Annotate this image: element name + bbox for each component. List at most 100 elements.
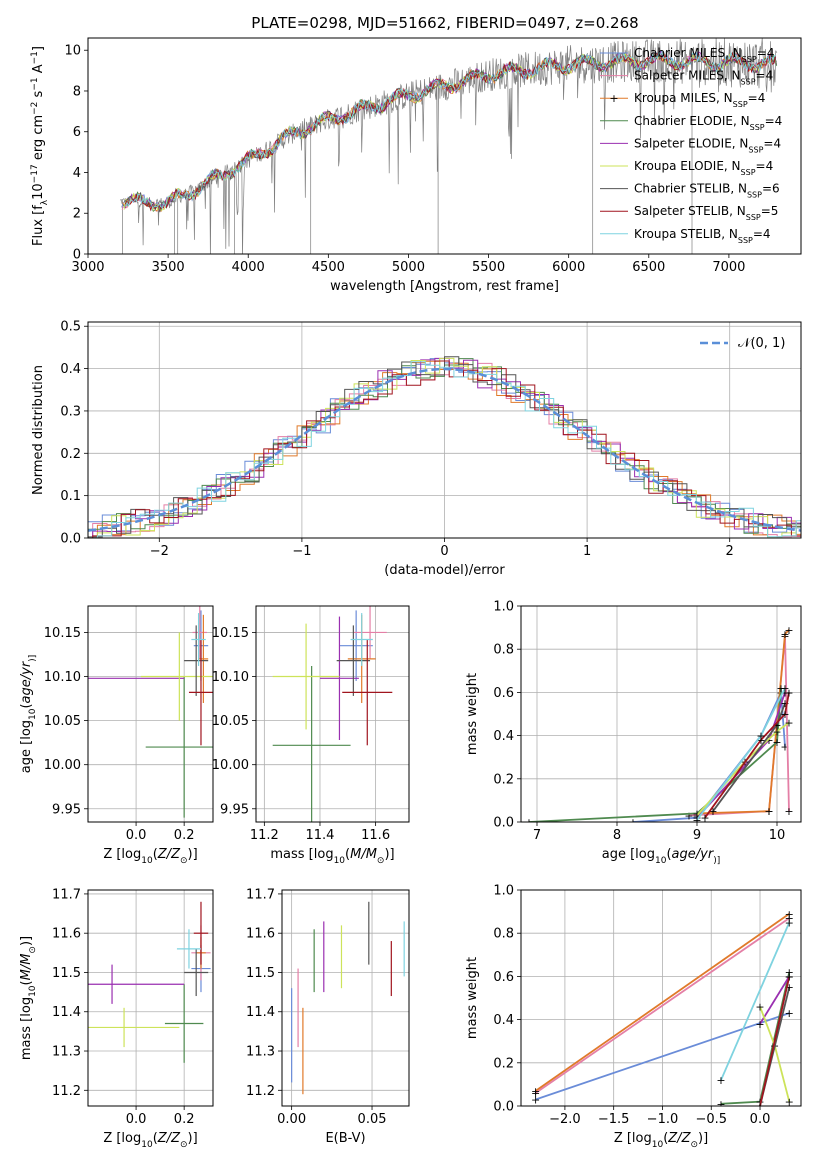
y-axis-label-part: ( (19, 703, 34, 708)
x-tick-label: 5500 (472, 260, 505, 275)
y-tick-label: 10.00 (212, 758, 249, 773)
y-axis-label-part: A (31, 64, 46, 77)
x-tick-label: 11.2 (250, 828, 279, 843)
x-axis-label: Z [log10(Z/Z⊙)] (614, 1131, 708, 1150)
mass-weight-marker-5: + (785, 1096, 794, 1109)
plot-area (119, 38, 778, 254)
legend-label-text: Kroupa ELODIE, N (634, 159, 741, 173)
mass-weight-marker-7: + (784, 686, 793, 699)
x-axis-label-part: Z/Z (667, 1131, 691, 1146)
x-tick-label: −2.0 (549, 1112, 581, 1127)
y-tick-label: 10.15 (212, 626, 249, 641)
mass-weight-marker-6: + (785, 981, 794, 994)
legend-label: Chabrier ELODIE, NSSP=4 (634, 114, 782, 132)
y-axis-label-part: age [log (19, 720, 34, 773)
legend-label: Kroupa MILES, NSSP=4 (634, 91, 765, 109)
y-axis-label: mass weight (465, 957, 480, 1039)
x-axis-label-part: )] (698, 1131, 708, 1146)
y-axis-label: Flux [fλ10−17 erg cm−2 s−1 A−1] (30, 46, 50, 246)
y-tick-label: 4 (73, 166, 81, 181)
x-axis-label-part: ( (666, 847, 671, 862)
x-tick-label: 6500 (632, 260, 665, 275)
y-axis-label-part: ⊙ (28, 946, 38, 954)
x-tick-label: 0.05 (358, 1112, 387, 1127)
x-axis-label-part: Z/Z (157, 1131, 181, 1146)
plots-layer: 3000 3500 4000 4500 5000 5500 6000 6500 7000 0 2 4 6… (19, 37, 802, 1150)
y-tick-label: 0.8 (493, 643, 514, 658)
histogram-step-1 (92, 362, 801, 538)
y-axis-label-part: −1 (30, 77, 40, 90)
chart-residual-histogram: −2 −1 0 1 2 0.0 0.1 0.2 0.3 0.4 0.5 (data-model)/er… (31, 320, 802, 578)
mass-weight-marker-0: + (780, 740, 789, 753)
legend-label: Salpeter ELODIE, NSSP=4 (634, 136, 781, 154)
plot-area (272, 606, 393, 822)
mass-weight-marker-4: + (780, 686, 789, 699)
y-tick-label: 11.5 (52, 966, 81, 981)
x-tick-label: −2 (150, 544, 169, 559)
y-axis-label-part: )] (28, 655, 38, 662)
legend-label-tail: =4 (757, 46, 775, 60)
mass-weight-marker-5: + (692, 810, 701, 823)
mass-weight-line-1 (535, 917, 790, 1094)
y-tick-label: 0.6 (493, 686, 514, 701)
y-tick-label: 1.0 (493, 600, 514, 615)
y-tick-label: 0.2 (493, 1056, 514, 1071)
x-tick-label: −1.0 (647, 1112, 679, 1127)
mass-weight-marker-4: + (755, 1018, 764, 1031)
mass-weight-marker-6: + (780, 697, 789, 710)
y-axis-label-part: 10 (31, 183, 46, 200)
x-axis-label-part: 10 (655, 856, 667, 866)
gaussian-curve (88, 367, 801, 532)
y-tick-label: 11.6 (52, 927, 81, 942)
x-axis-label-part: Z/Z (157, 847, 181, 862)
mass-weight-marker-3: + (692, 807, 701, 820)
y-tick-label: 9.95 (52, 802, 81, 817)
mass-weight-marker-7: + (700, 812, 709, 825)
mass-weight-marker-5: + (772, 725, 781, 738)
histogram-step-7 (92, 360, 801, 538)
mass-weight-marker-8: + (756, 730, 765, 743)
y-tick-label: 0.6 (493, 970, 514, 985)
x-axis-label-part: M/M (350, 847, 377, 862)
y-tick-label: 11.5 (246, 966, 275, 981)
mass-weight-line-7 (704, 692, 790, 819)
mass-weight-marker-8: + (785, 916, 794, 929)
y-tick-label: 0.2 (493, 772, 514, 787)
mass-weight-line-4 (759, 975, 791, 1025)
mass-weight-marker-7: + (756, 734, 765, 747)
y-tick-label: 10 (64, 44, 81, 59)
legend-label-tail: =6 (762, 182, 780, 196)
x-tick-label: 0.0 (750, 1112, 771, 1127)
mass-weight-marker-0: + (531, 1094, 540, 1107)
mass-weight-marker-8: + (780, 682, 789, 695)
x-tick-label: −1.5 (598, 1112, 630, 1127)
y-tick-label: 11.6 (246, 927, 275, 942)
x-axis-label-part: ⊙ (690, 1140, 698, 1150)
x-tick-label: 0 (440, 544, 448, 559)
legend-label: Salpeter MILES, NSSP=4 (634, 69, 773, 87)
x-tick-label: 8 (613, 828, 621, 843)
legend-label-sub: SSP (733, 100, 748, 109)
y-tick-label: 1.0 (493, 884, 514, 899)
model-line-7 (124, 51, 776, 212)
y-tick-label: 11.3 (52, 1045, 81, 1060)
x-axis-label: wavelength [Angstrom, rest frame] (330, 279, 559, 294)
x-axis-label-part: ( (663, 1131, 668, 1146)
y-axis-label-part: s (31, 90, 46, 101)
x-axis-label-part: )] (188, 1131, 198, 1146)
legend-label: Chabrier STELIB, NSSP=6 (634, 182, 780, 200)
y-axis-label: mass weight (465, 673, 480, 755)
y-tick-label: 0.0 (60, 532, 81, 547)
mass-weight-line-2 (535, 913, 790, 1092)
y-tick-label: 10.10 (212, 670, 249, 685)
y-tick-label: 11.7 (246, 887, 275, 902)
legend-label-tail: =4 (748, 91, 766, 105)
y-tick-label: 9.95 (220, 802, 249, 817)
x-tick-label: 11.6 (361, 828, 390, 843)
x-tick-label: 0.2 (174, 1112, 195, 1127)
mass-weight-line-7 (759, 976, 791, 1106)
plot-area: +++++++ +++++++++++++ (531, 908, 794, 1109)
legend-label-text: Kroupa STELIB, N (634, 227, 738, 241)
mass-weight-marker-1: + (684, 810, 693, 823)
